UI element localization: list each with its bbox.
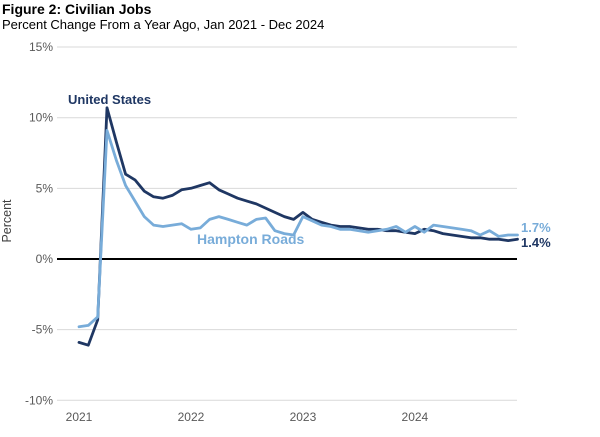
united-states-end-value-label: 1.4%: [521, 235, 551, 250]
y-axis-label: Percent: [0, 199, 14, 243]
figure-subtitle: Percent Change From a Year Ago, Jan 2021…: [2, 17, 325, 32]
x-tick-label-2024: 2024: [402, 410, 429, 424]
y-tick-label-0%: 0%: [36, 252, 54, 266]
x-tick-label-2021: 2021: [66, 410, 93, 424]
y-tick-label-10%: 10%: [29, 111, 53, 125]
series-line-united-states: [77, 106, 519, 347]
hampton-roads-end-value-label: 1.7%: [521, 220, 551, 235]
series-label-united-states: United States: [68, 92, 152, 107]
series-line-hampton-roads: [77, 128, 519, 329]
y-tick-label-15%: 15%: [29, 40, 53, 54]
x-tick-label-2023: 2023: [290, 410, 317, 424]
y-tick-label--5%: -5%: [32, 323, 54, 337]
y-tick-label-5%: 5%: [36, 181, 54, 195]
figure-title: Figure 2: Civilian Jobs: [2, 1, 152, 17]
x-tick-label-2022: 2022: [178, 410, 205, 424]
y-tick-label--10%: -10%: [25, 393, 53, 407]
series-label-hampton-roads: Hampton Roads: [197, 231, 305, 247]
